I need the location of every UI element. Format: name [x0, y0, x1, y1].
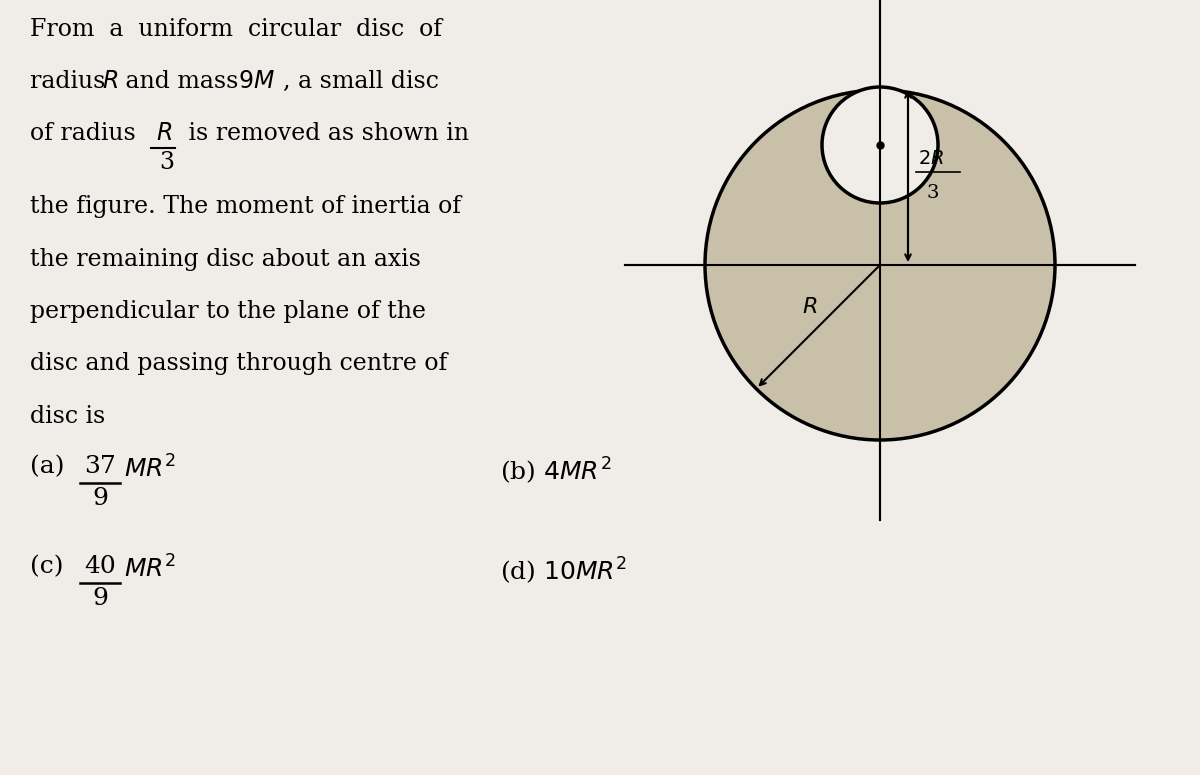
- Text: $R$: $R$: [156, 122, 172, 145]
- Text: $R$: $R$: [102, 70, 118, 93]
- Text: (b) $4MR^2$: (b) $4MR^2$: [500, 455, 611, 486]
- Text: (a): (a): [30, 455, 65, 478]
- Text: is removed as shown in: is removed as shown in: [181, 122, 469, 145]
- Circle shape: [706, 90, 1055, 440]
- Text: 9: 9: [92, 487, 108, 510]
- Text: 3: 3: [926, 184, 938, 202]
- Circle shape: [822, 87, 938, 203]
- Text: the remaining disc about an axis: the remaining disc about an axis: [30, 248, 421, 271]
- Text: 40: 40: [84, 555, 115, 578]
- Text: $2R$: $2R$: [918, 150, 944, 168]
- Text: (c): (c): [30, 555, 64, 578]
- Text: From  a  uniform  circular  disc  of: From a uniform circular disc of: [30, 18, 442, 41]
- Text: perpendicular to the plane of the: perpendicular to the plane of the: [30, 300, 426, 323]
- Text: $MR^2$: $MR^2$: [124, 555, 176, 582]
- Text: 9: 9: [92, 587, 108, 610]
- Text: disc and passing through centre of: disc and passing through centre of: [30, 352, 448, 375]
- Text: radius: radius: [30, 70, 113, 93]
- Text: (d) $10MR^2$: (d) $10MR^2$: [500, 555, 628, 586]
- Text: , a small disc: , a small disc: [283, 70, 439, 93]
- Text: $MR^2$: $MR^2$: [124, 455, 176, 482]
- Text: 3: 3: [158, 151, 174, 174]
- Text: and mass: and mass: [118, 70, 246, 93]
- Text: disc is: disc is: [30, 405, 106, 428]
- Text: $9M$: $9M$: [238, 70, 275, 93]
- Text: the figure. The moment of inertia of: the figure. The moment of inertia of: [30, 195, 461, 218]
- Text: $R$: $R$: [803, 296, 817, 318]
- Text: of radius: of radius: [30, 122, 136, 145]
- Text: 37: 37: [84, 455, 115, 478]
